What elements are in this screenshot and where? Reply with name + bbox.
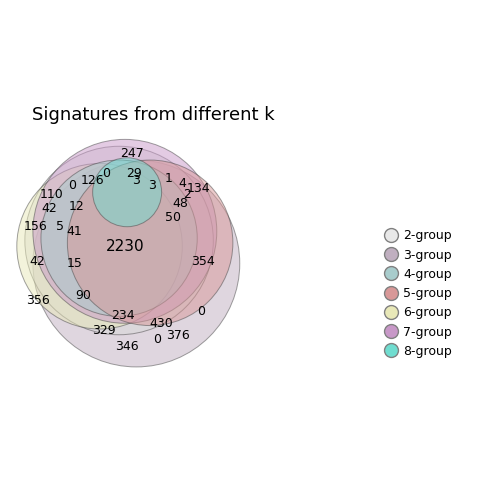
Text: 5: 5 <box>56 220 65 233</box>
Circle shape <box>33 140 217 323</box>
Text: 3: 3 <box>149 179 156 192</box>
Text: 1: 1 <box>165 172 172 185</box>
Title: Signatures from different k: Signatures from different k <box>32 106 275 124</box>
Text: 12: 12 <box>69 200 85 213</box>
Text: 354: 354 <box>191 255 215 268</box>
Text: 0: 0 <box>153 333 161 346</box>
Text: 346: 346 <box>115 340 139 353</box>
Circle shape <box>17 163 182 329</box>
Text: 0: 0 <box>102 167 110 180</box>
Text: 356: 356 <box>26 294 49 307</box>
Text: 15: 15 <box>67 257 82 270</box>
Text: 247: 247 <box>120 147 144 160</box>
Text: 4: 4 <box>178 176 186 190</box>
Legend: 2-group, 3-group, 4-group, 5-group, 6-group, 7-group, 8-group: 2-group, 3-group, 4-group, 5-group, 6-gr… <box>385 229 452 358</box>
Text: 90: 90 <box>76 289 91 302</box>
Circle shape <box>93 158 162 227</box>
Text: 41: 41 <box>67 225 82 238</box>
Text: 329: 329 <box>92 324 116 337</box>
Text: 0: 0 <box>68 179 76 192</box>
Text: 3: 3 <box>133 174 140 187</box>
Text: 2: 2 <box>183 188 191 201</box>
Circle shape <box>33 160 240 367</box>
Text: 234: 234 <box>111 309 135 322</box>
Circle shape <box>68 160 233 326</box>
Text: 0: 0 <box>197 305 205 318</box>
Text: 2230: 2230 <box>105 239 144 254</box>
Text: 134: 134 <box>186 182 210 195</box>
Text: 50: 50 <box>165 211 181 224</box>
Text: 42: 42 <box>30 255 45 268</box>
Text: 430: 430 <box>150 317 173 330</box>
Text: 42: 42 <box>41 202 57 215</box>
Text: 156: 156 <box>23 220 47 233</box>
Text: 110: 110 <box>39 188 63 201</box>
Circle shape <box>41 160 197 317</box>
Text: 48: 48 <box>172 197 188 210</box>
Circle shape <box>25 146 213 335</box>
Text: 29: 29 <box>126 167 142 180</box>
Text: 376: 376 <box>166 330 190 342</box>
Text: 126: 126 <box>81 174 104 187</box>
